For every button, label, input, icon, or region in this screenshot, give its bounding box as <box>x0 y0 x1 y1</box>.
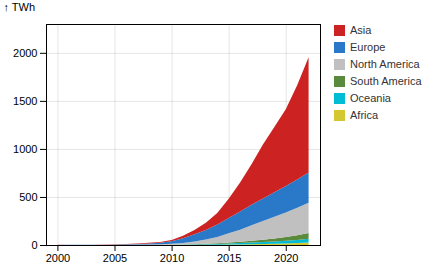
svg-text:1000: 1000 <box>13 143 37 155</box>
svg-text:2020: 2020 <box>274 252 298 264</box>
html-text:South America: South America <box>350 75 422 87</box>
html-text:Asia: Asia <box>350 24 372 36</box>
html-text:Africa: Africa <box>350 109 379 121</box>
svg-text:2005: 2005 <box>103 252 127 264</box>
html-text:Oceania: Oceania <box>350 92 391 104</box>
html-text:North America: North America <box>350 58 420 70</box>
svg-text:2000: 2000 <box>46 252 70 264</box>
svg-text:1500: 1500 <box>13 95 37 107</box>
svg-text:↑ TWh: ↑ TWh <box>4 1 36 13</box>
svg-text:0: 0 <box>31 239 37 251</box>
svg-text:2010: 2010 <box>160 252 184 264</box>
svg-text:500: 500 <box>19 191 37 203</box>
html-text:Europe: Europe <box>350 41 386 53</box>
svg-text:2015: 2015 <box>217 252 241 264</box>
svg-text:2000: 2000 <box>13 47 37 59</box>
